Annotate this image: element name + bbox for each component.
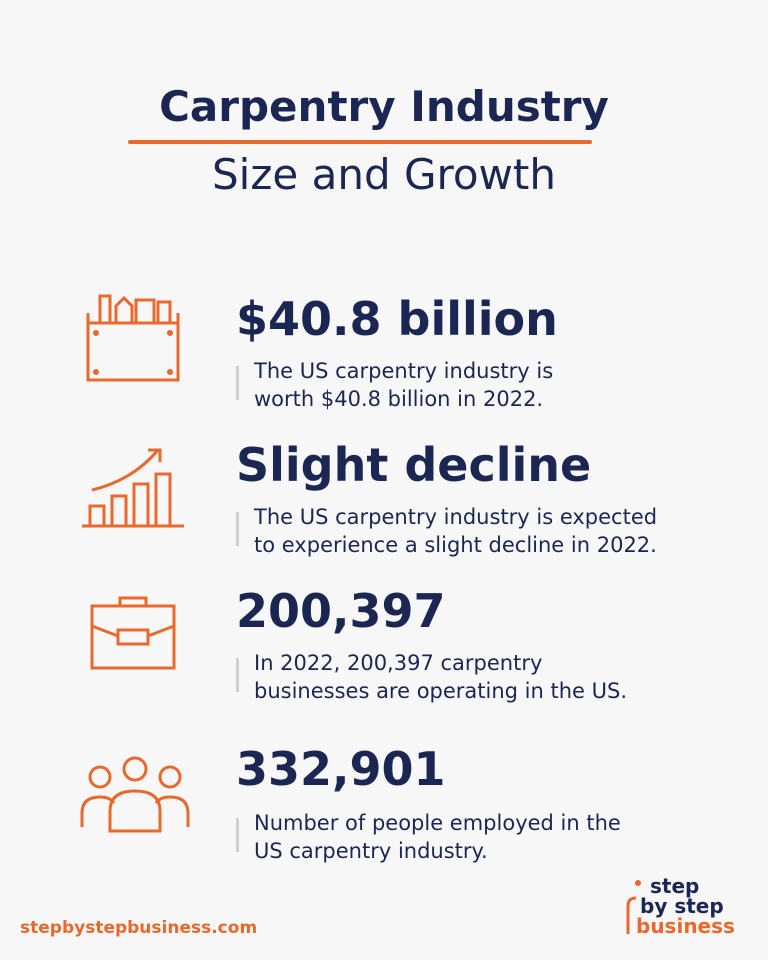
title: Carpentry Industry bbox=[159, 82, 609, 131]
stat-description: The US carpentry industry is worth $40.8 … bbox=[254, 357, 553, 413]
logo-text: business bbox=[636, 914, 735, 938]
stat-heading: 200,397 bbox=[236, 584, 446, 638]
stat-description: The US carpentry industry is expected to … bbox=[254, 503, 657, 559]
line: In 2022, 200,397 carpentry bbox=[254, 651, 543, 675]
stat-heading: $40.8 billion bbox=[236, 292, 558, 346]
stat-description: In 2022, 200,397 carpentry businesses are… bbox=[254, 649, 627, 705]
line: The US carpentry industry is bbox=[254, 359, 554, 383]
line: US carpentry industry. bbox=[254, 839, 488, 863]
line: to experience a slight decline in 2022. bbox=[254, 533, 657, 557]
briefcase-icon bbox=[90, 596, 176, 670]
line: The US carpentry industry is expected bbox=[254, 505, 658, 529]
logo-text: step bbox=[650, 874, 700, 898]
subtitle: Size and Growth bbox=[212, 150, 556, 199]
growth-icon bbox=[82, 448, 184, 528]
divider bbox=[236, 818, 239, 852]
divider bbox=[236, 658, 239, 692]
line: worth $40.8 billion in 2022. bbox=[254, 387, 544, 411]
toolbox-icon bbox=[86, 294, 180, 382]
logo-text: by step bbox=[640, 894, 724, 918]
logo-mark bbox=[626, 880, 641, 934]
line: Number of people employed in the bbox=[254, 811, 621, 835]
stat-heading: 332,901 bbox=[236, 742, 446, 796]
title-underline bbox=[128, 140, 592, 144]
stat-heading: Slight decline bbox=[236, 438, 592, 492]
stat-description: Number of people employed in the US carpe… bbox=[254, 809, 621, 865]
people-icon bbox=[80, 756, 190, 833]
website: stepbystepbusiness.com bbox=[20, 918, 258, 938]
line: businesses are operating in the US. bbox=[254, 679, 628, 703]
divider bbox=[236, 512, 239, 546]
divider bbox=[236, 366, 239, 400]
